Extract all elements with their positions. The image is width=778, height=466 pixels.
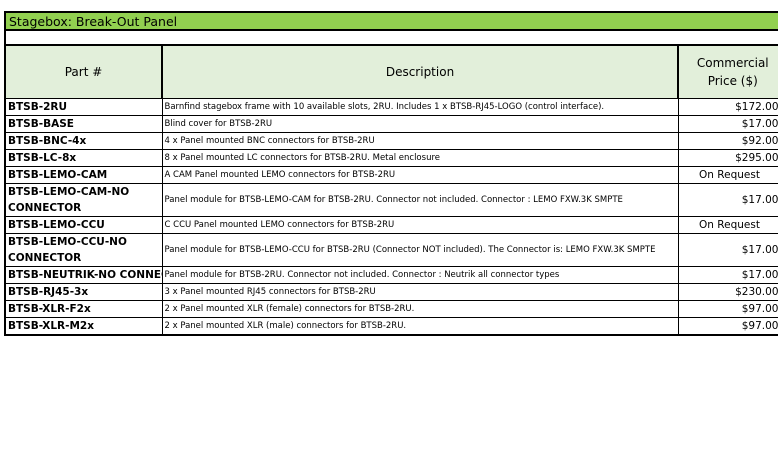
table-row: BTSB-XLR-F2x 2 x Panel mounted XLR (femal… [4, 300, 778, 318]
part-cell: BTSB-LEMO-CAM [4, 166, 163, 184]
header-description: Description [161, 44, 679, 99]
table-row: BTSB-LEMO-CCU-NO CONNECTOR Panel module f… [4, 233, 778, 267]
price-cell: On Request [677, 216, 778, 234]
part-cell: BTSB-BNC-4x [4, 132, 163, 150]
table-row: BTSB-BNC-4x 4 x Panel mounted BNC connect… [4, 132, 778, 150]
price-cell: $92.00 [677, 132, 778, 150]
table-row: BTSB-LEMO-CCU C CCU Panel mounted LEMO co… [4, 216, 778, 234]
description-cell: 2 x Panel mounted XLR (female) connector… [161, 300, 679, 318]
price-cell: $17.00 [677, 266, 778, 284]
price-cell: $97.00 [677, 317, 778, 336]
description-cell: 8 x Panel mounted LC connectors for BTSB… [161, 149, 679, 167]
description-cell: C CCU Panel mounted LEMO connectors for … [161, 216, 679, 234]
description-cell: 2 x Panel mounted XLR (male) connectors … [161, 317, 679, 336]
blank-row [4, 29, 778, 46]
part-cell: BTSB-XLR-F2x [4, 300, 163, 318]
price-cell: $17.00 [677, 115, 778, 133]
description-cell: Panel module for BTSB-LEMO-CCU for BTSB-… [161, 233, 679, 267]
price-table: Stagebox: Break-Out Panel Part # Descrip… [4, 11, 778, 336]
description-cell: 3 x Panel mounted RJ45 connectors for BT… [161, 283, 679, 301]
table-row: BTSB-XLR-M2x 2 x Panel mounted XLR (male)… [4, 317, 778, 336]
part-cell: BTSB-NEUTRIK-NO CONNECTOR [4, 266, 163, 284]
price-cell: $230.00 [677, 283, 778, 301]
part-cell: BTSB-XLR-M2x [4, 317, 163, 336]
part-cell: BTSB-BASE [4, 115, 163, 133]
part-cell: BTSB-LEMO-CCU-NO CONNECTOR [4, 233, 163, 267]
price-cell: $17.00 [677, 233, 778, 267]
table-row: BTSB-LEMO-CAM-NO CONNECTOR Panel module f… [4, 183, 778, 217]
table-row: BTSB-2RU Barnfind stagebox frame with 10 … [4, 98, 778, 116]
table-row: BTSB-BASE Blind cover for BTSB-2RU $17.00 [4, 115, 778, 133]
table-row: BTSB-RJ45-3x 3 x Panel mounted RJ45 conne… [4, 283, 778, 301]
price-cell: $97.00 [677, 300, 778, 318]
table-row: BTSB-LC-8x 8 x Panel mounted LC connector… [4, 149, 778, 167]
price-cell: $17.00 [677, 183, 778, 217]
description-cell: Panel module for BTSB-2RU. Connector not… [161, 266, 679, 284]
table-title: Stagebox: Break-Out Panel [4, 11, 778, 31]
price-cell: On Request [677, 166, 778, 184]
description-cell: Blind cover for BTSB-2RU [161, 115, 679, 133]
part-cell: BTSB-LEMO-CAM-NO CONNECTOR [4, 183, 163, 217]
part-cell: BTSB-2RU [4, 98, 163, 116]
table-row: BTSB-LEMO-CAM A CAM Panel mounted LEMO co… [4, 166, 778, 184]
part-cell: BTSB-LC-8x [4, 149, 163, 167]
part-cell: BTSB-RJ45-3x [4, 283, 163, 301]
description-cell: Barnfind stagebox frame with 10 availabl… [161, 98, 679, 116]
price-cell: $172.00 [677, 98, 778, 116]
header-part: Part # [4, 44, 163, 99]
description-cell: A CAM Panel mounted LEMO connectors for … [161, 166, 679, 184]
part-cell: BTSB-LEMO-CCU [4, 216, 163, 234]
price-cell: $295.00 [677, 149, 778, 167]
header-price: Commercial Price ($) [677, 44, 778, 99]
description-cell: Panel module for BTSB-LEMO-CAM for BTSB-… [161, 183, 679, 217]
description-cell: 4 x Panel mounted BNC connectors for BTS… [161, 132, 679, 150]
